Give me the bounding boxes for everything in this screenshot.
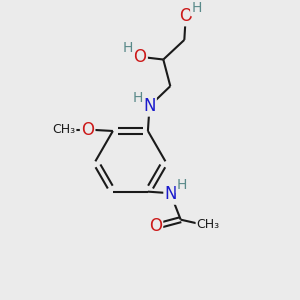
Text: H: H	[123, 41, 134, 55]
Text: CH₃: CH₃	[196, 218, 220, 231]
Text: H: H	[132, 91, 143, 105]
Text: O: O	[179, 7, 192, 25]
Text: O: O	[149, 217, 162, 235]
Text: H: H	[191, 1, 202, 15]
Text: O: O	[81, 121, 94, 139]
Text: N: N	[143, 97, 155, 115]
Text: O: O	[134, 48, 147, 66]
Text: H: H	[177, 178, 187, 193]
Text: N: N	[165, 185, 177, 203]
Text: CH₃: CH₃	[52, 123, 75, 136]
